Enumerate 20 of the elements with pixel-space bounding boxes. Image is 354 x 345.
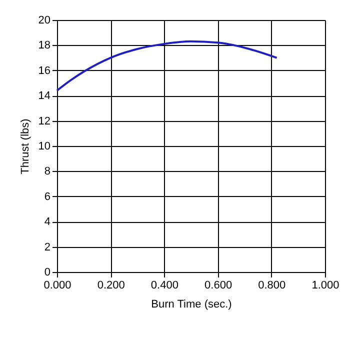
y-tick-label: 6 <box>44 190 50 203</box>
y-tick-label: 20 <box>38 14 50 26</box>
x-tick-label: 1.000 <box>312 280 340 292</box>
x-tick-label: 0.400 <box>150 280 178 292</box>
x-tick-label: 0.600 <box>204 280 232 292</box>
y-tick-label: 0 <box>44 266 50 278</box>
y-tick-label: 14 <box>38 90 50 102</box>
y-tick-label: 18 <box>38 40 50 52</box>
y-tick-label: 10 <box>38 140 50 152</box>
x-tick-label: 0.000 <box>44 280 72 292</box>
y-tick-label: 4 <box>44 216 50 228</box>
y-tick-label: 12 <box>38 115 50 128</box>
x-tick-label: 0.200 <box>97 280 125 292</box>
y-tick-label: 16 <box>38 64 50 77</box>
y-tick-label: 2 <box>44 241 50 254</box>
y-axis-title: Thrust (lbs) <box>19 118 32 174</box>
line-series <box>56 40 278 92</box>
x-axis-title: Burn Time (sec.) <box>151 298 232 310</box>
y-tick-label: 8 <box>44 166 50 178</box>
x-tick-label: 0.800 <box>258 280 286 292</box>
